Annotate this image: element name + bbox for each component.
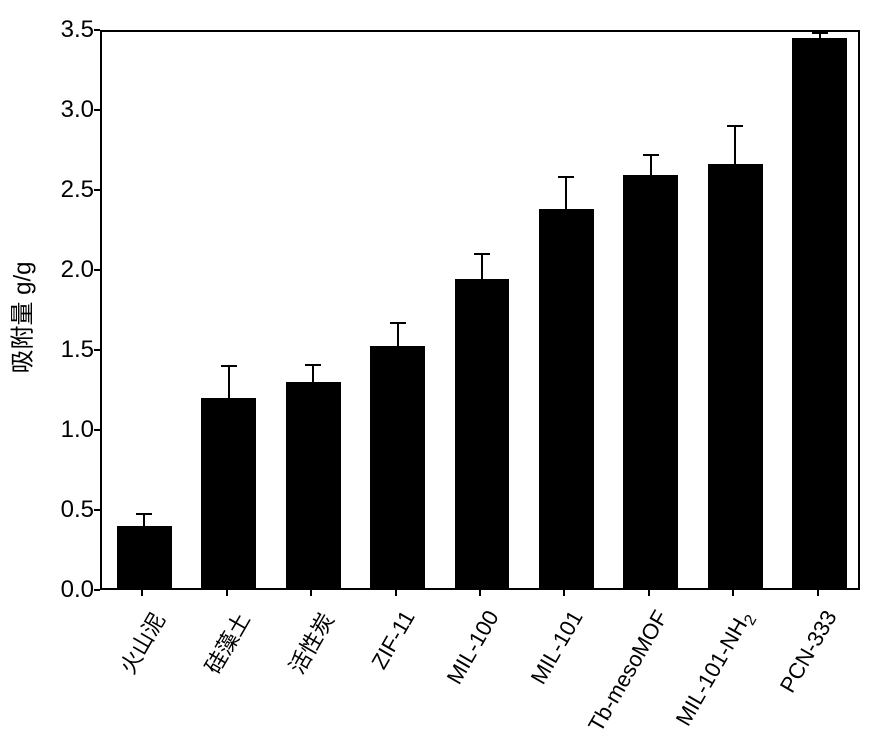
- y-tick-label: 2.5: [61, 176, 94, 204]
- y-tick: [94, 109, 100, 111]
- x-tick: [310, 590, 312, 596]
- y-tick-label: 2.0: [61, 256, 94, 284]
- x-category-label: Tb-mesoMOF: [583, 606, 673, 737]
- bar: [708, 164, 763, 588]
- x-category-label: 火山泥: [111, 606, 172, 679]
- y-tick: [94, 189, 100, 191]
- bar: [117, 526, 172, 588]
- y-tick-label: 3.0: [61, 96, 94, 124]
- bar-plot-area: [102, 32, 858, 588]
- y-tick-label: 1.5: [61, 336, 94, 364]
- x-category-label: MIL-101: [526, 606, 589, 689]
- x-tick: [563, 590, 565, 596]
- bar: [539, 209, 594, 588]
- y-tick: [94, 269, 100, 271]
- x-tick: [141, 590, 143, 596]
- bar: [792, 38, 847, 588]
- bar: [370, 346, 425, 588]
- x-tick: [817, 590, 819, 596]
- y-tick-label: 0.0: [61, 576, 94, 604]
- x-tick: [648, 590, 650, 596]
- x-category-label: 活性炭: [280, 606, 341, 679]
- y-tick-label: 0.5: [61, 496, 94, 524]
- y-tick-label: 3.5: [61, 16, 94, 44]
- bar: [201, 398, 256, 588]
- y-tick: [94, 29, 100, 31]
- x-category-label: ZIF-11: [366, 606, 420, 674]
- y-tick-label: 1.0: [61, 416, 94, 444]
- bar: [286, 382, 341, 588]
- x-category-label: MIL-100: [442, 606, 505, 689]
- x-tick: [479, 590, 481, 596]
- x-tick: [732, 590, 734, 596]
- y-tick: [94, 349, 100, 351]
- y-tick: [94, 509, 100, 511]
- chart-plot-area: [100, 30, 860, 590]
- bar: [455, 279, 510, 588]
- y-axis-label: 吸附量 g/g: [3, 261, 38, 373]
- y-tick: [94, 429, 100, 431]
- x-tick: [226, 590, 228, 596]
- x-category-label: PCN-333: [775, 606, 843, 697]
- x-tick: [395, 590, 397, 596]
- x-category-label: 硅藻土: [196, 606, 257, 679]
- bar: [623, 175, 678, 588]
- y-tick: [94, 589, 100, 591]
- x-category-label: MIL-101-NH2: [671, 606, 762, 733]
